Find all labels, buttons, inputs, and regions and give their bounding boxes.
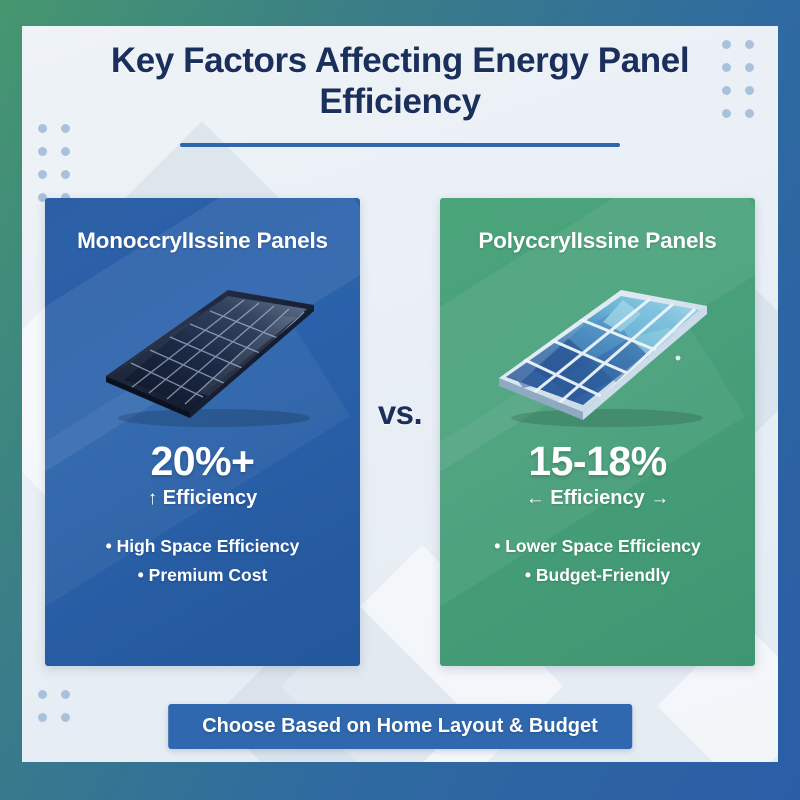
comparison-card-poly[interactable]: PolyccrylIssine Panels — [440, 198, 755, 666]
solar-panel-mono-illustration — [45, 260, 360, 432]
arrow-right-icon: → — [650, 488, 670, 509]
list-item: • Lower Space Efficiency — [494, 536, 701, 556]
card-title-poly: PolyccrylIssine Panels — [478, 228, 717, 253]
decorative-dot-grid-top-right — [722, 40, 754, 118]
stat-value-mono: 20%+ — [150, 438, 255, 484]
versus-label: vs. — [377, 394, 423, 431]
comparison-section: MonoccrylIssine Panels — [45, 198, 755, 666]
comparison-card-mono[interactable]: MonoccrylIssine Panels — [45, 198, 360, 666]
stat-value-poly: 15-18% — [528, 438, 667, 484]
card-title-mono: MonoccrylIssine Panels — [77, 228, 328, 253]
header: Key Factors Affecting Energy Panel Effic… — [22, 40, 778, 147]
stat-label-text: Efficiency — [162, 487, 258, 509]
list-item: • Premium Cost — [137, 564, 268, 585]
page-title: Key Factors Affecting Energy Panel Effic… — [110, 41, 690, 122]
decorative-dot-grid-left — [38, 124, 70, 202]
title-underline-divider — [180, 142, 620, 147]
stat-label-mono: ↑ Efficiency — [45, 487, 360, 510]
feature-list-mono: • High Space Efficiency • Premium Cost — [45, 532, 360, 590]
arrow-up-icon: ↑ — [147, 488, 158, 509]
solar-panel-poly-illustration — [440, 260, 755, 432]
feature-list-poly: • Lower Space Efficiency • Budget-Friend… — [440, 532, 755, 590]
decorative-dot-grid-bottom-left — [38, 690, 70, 722]
stat-label-poly: ← Efficiency → — [440, 487, 755, 510]
cta-banner[interactable]: Choose Based on Home Layout & Budget — [168, 704, 632, 749]
arrow-left-icon: ← — [525, 488, 545, 509]
stat-label-text: Efficiency — [550, 487, 645, 509]
list-item: • Budget-Friendly — [524, 564, 671, 585]
content-surface: Key Factors Affecting Energy Panel Effic… — [22, 26, 778, 762]
list-item: • High Space Efficiency — [105, 536, 300, 556]
cta-text: Choose Based on Home Layout & Budget — [202, 715, 598, 737]
